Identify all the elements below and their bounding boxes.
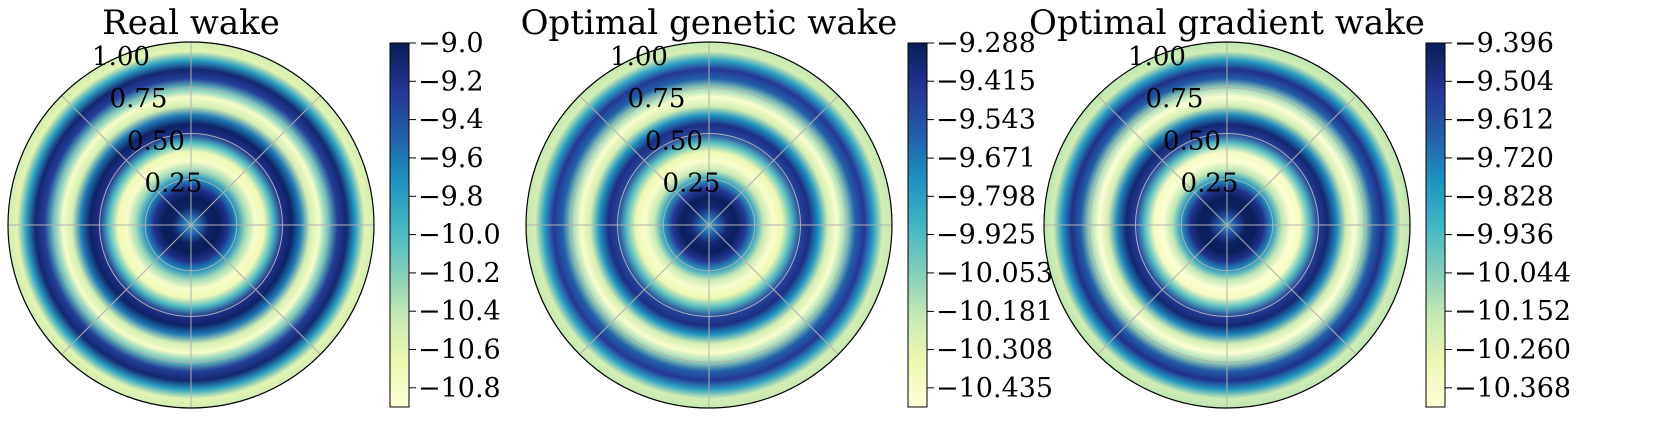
angular-gridline-2 <box>190 95 321 226</box>
angular-gridline-4 <box>61 95 192 226</box>
colorbar-tick-label: −9.288 <box>936 28 1036 59</box>
panel-title: Real wake <box>102 3 280 43</box>
colorbar: −9.0 −9.2 −9.4 −9.6 −9.8 −10.0 −10.2 −10.4 −10.6… <box>389 28 501 408</box>
polar-frame <box>7 41 375 409</box>
angular-gridline-6 <box>1097 224 1228 355</box>
radial-tick-label: 0.75 <box>1146 84 1204 114</box>
colorbar-tick-label: −9.828 <box>1454 181 1554 212</box>
colorbar-tick-label: −9.798 <box>936 181 1036 212</box>
colorbar-tick-label: −10.6 <box>418 335 501 366</box>
radial-tick-label: 0.75 <box>628 84 686 114</box>
radial-tick-label: 0.50 <box>645 127 703 157</box>
colorbar-tick-label: −9.504 <box>1454 66 1554 97</box>
radial-tick-label: 0.50 <box>127 127 185 157</box>
colorbar-tick-label: −9.543 <box>936 105 1036 136</box>
colorbar-tick-label: −9.720 <box>1454 143 1554 174</box>
colorbar-tick-label: −10.260 <box>1454 335 1571 366</box>
colorbar-tick-label: −10.8 <box>418 373 501 404</box>
colorbar-tick-label: −10.4 <box>418 296 501 327</box>
colorbar-gradient <box>907 42 928 408</box>
colorbar-tick-label: −9.612 <box>1454 105 1554 136</box>
colorbar-tick-label: −9.8 <box>418 181 484 212</box>
colorbar-tick-label: −9.2 <box>418 66 484 97</box>
polar-frame <box>525 41 893 409</box>
colorbar-tick-label: −9.415 <box>936 66 1036 97</box>
colorbar-tick-label: −10.152 <box>1454 296 1571 327</box>
colorbar-tick-label: −10.0 <box>418 220 501 251</box>
radial-tick-label: 1.00 <box>92 42 150 72</box>
angular-gridline-6 <box>579 224 710 355</box>
angular-gridline-8 <box>190 224 321 355</box>
angular-gridline-6 <box>61 224 192 355</box>
colorbar-tick-label: −10.181 <box>936 296 1053 327</box>
angular-gridline-4 <box>579 95 710 226</box>
colorbar: −9.396 −9.504 −9.612 −9.720 −9.828 −9.936 −10.… <box>1425 28 1571 408</box>
colorbar-tick-label: −9.0 <box>418 28 484 59</box>
radial-tick-label: 0.75 <box>110 84 168 114</box>
colorbar-tick-label: −9.4 <box>418 105 484 136</box>
radial-tick-label: 1.00 <box>1128 42 1186 72</box>
colorbar-gradient <box>1425 42 1446 408</box>
radial-tick-label: 0.25 <box>663 169 721 199</box>
colorbar-gradient <box>389 42 410 408</box>
angular-gridline-2 <box>1226 95 1357 226</box>
colorbar-tick-label: −9.671 <box>936 143 1036 174</box>
colorbar-tick-label: −10.2 <box>418 258 501 289</box>
radial-tick-label: 0.25 <box>145 169 203 199</box>
colorbar: −9.288 −9.415 −9.543 −9.671 −9.798 −9.925 −10.… <box>907 28 1053 408</box>
colorbar-tick-label: −10.308 <box>936 335 1053 366</box>
angular-gridline-8 <box>708 224 839 355</box>
angular-gridline-8 <box>1226 224 1357 355</box>
colorbar-tick-label: −10.435 <box>936 373 1053 404</box>
colorbar-tick-label: −10.053 <box>936 258 1053 289</box>
colorbar-tick-label: −9.925 <box>936 220 1036 251</box>
colorbar-tick-label: −9.936 <box>1454 220 1554 251</box>
polar-frame <box>1043 41 1411 409</box>
panel-title: Optimal genetic wake <box>521 3 898 43</box>
colorbar-tick-label: −10.368 <box>1454 373 1571 404</box>
angular-gridline-4 <box>1097 95 1228 226</box>
panel-title: Optimal gradient wake <box>1029 3 1425 43</box>
radial-tick-label: 0.50 <box>1163 127 1221 157</box>
colorbar-tick-label: −10.044 <box>1454 258 1571 289</box>
colorbar-tick-label: −9.6 <box>418 143 484 174</box>
angular-gridline-2 <box>708 95 839 226</box>
colorbar-tick-label: −9.396 <box>1454 28 1554 59</box>
radial-tick-label: 1.00 <box>610 42 668 72</box>
radial-tick-label: 0.25 <box>1181 169 1239 199</box>
